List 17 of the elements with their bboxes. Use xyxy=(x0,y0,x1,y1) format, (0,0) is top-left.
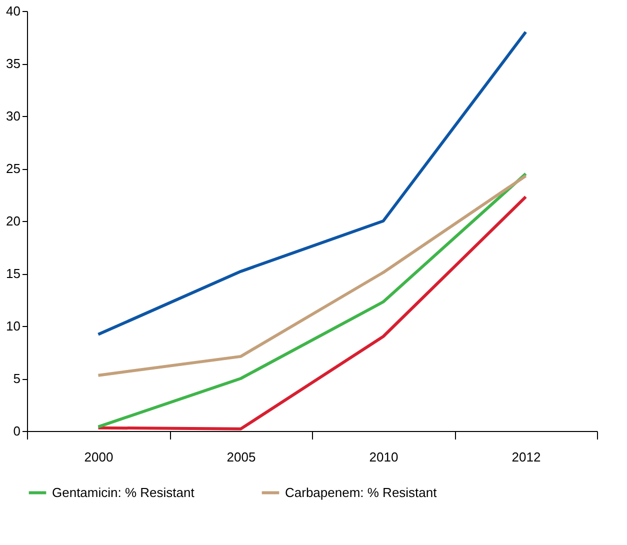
x-tick-label: 2005 xyxy=(226,450,256,464)
legend-label: Carbapenem: % Resistant xyxy=(285,484,438,500)
y-tick-label: 15 xyxy=(6,266,20,281)
y-tick-label: 35 xyxy=(6,56,20,71)
x-tick-label: 2010 xyxy=(369,450,398,464)
y-tick-label: 0 xyxy=(13,424,20,438)
y-tick-label: 30 xyxy=(6,108,20,124)
y-tick-label: 5 xyxy=(13,371,20,386)
y-tick-label: 25 xyxy=(6,161,20,176)
x-tick-label: 2012 xyxy=(512,450,541,464)
y-tick-label: 40 xyxy=(6,4,20,18)
legend-label: Gentamicin: % Resistant xyxy=(52,484,195,500)
line-series xyxy=(96,174,528,377)
x-tick-label: 2000 xyxy=(84,450,114,464)
y-tick-label: 20 xyxy=(6,214,20,228)
line-series xyxy=(96,30,528,336)
y-tick-label: 10 xyxy=(6,318,20,334)
